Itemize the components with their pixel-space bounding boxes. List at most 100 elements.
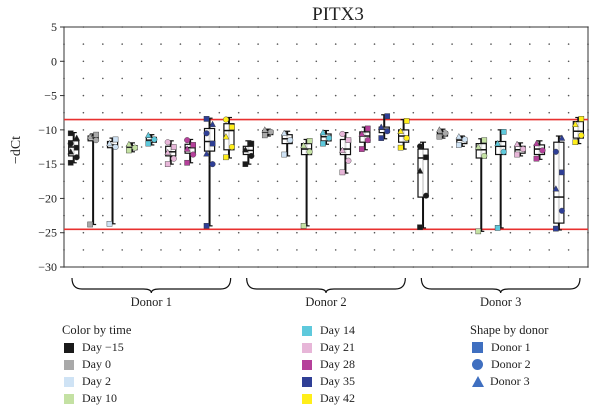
- grid-dot: [276, 146, 279, 148]
- box-iqr: [223, 123, 235, 151]
- data-point: [126, 147, 132, 154]
- data-point: [552, 148, 559, 155]
- grid-dot: [199, 197, 201, 200]
- legend-color-by-time: Color by time Day −15 Day 0 Day 2 Day 10: [62, 322, 131, 407]
- legend-swatch: [302, 376, 312, 387]
- data-point: [500, 129, 507, 135]
- grid-dot: [451, 163, 453, 165]
- grid-dot: [315, 249, 318, 251]
- grid-dot: [567, 129, 570, 131]
- legend-item: Day 10: [62, 390, 131, 407]
- grid-dot: [315, 197, 318, 200]
- grid-dot: [548, 180, 550, 183]
- legend-item-label: Day 2: [82, 374, 111, 388]
- grid-dot: [179, 197, 182, 200]
- data-point: [170, 144, 177, 150]
- grid-dot: [140, 231, 143, 234]
- grid-dot: [160, 180, 162, 183]
- data-point: [300, 223, 307, 229]
- grid-dot: [412, 111, 415, 114]
- data-point: [539, 147, 546, 154]
- grid-dot: [509, 43, 512, 45]
- grid-dot: [218, 197, 221, 200]
- data-point: [514, 151, 520, 158]
- grid-dot: [160, 146, 162, 148]
- legend-swatch: [302, 325, 312, 336]
- grid-dot: [431, 163, 434, 165]
- grid-dot: [529, 163, 531, 165]
- grid-dot: [179, 163, 182, 165]
- grid-dot: [548, 43, 550, 45]
- data-point: [183, 145, 191, 152]
- grid-dot: [393, 146, 395, 148]
- data-point: [377, 123, 385, 130]
- data-point: [164, 161, 171, 167]
- grid-dot: [529, 231, 531, 234]
- box-donor-2-9: [397, 118, 410, 151]
- data-point: [229, 124, 235, 130]
- grid-dot: [218, 214, 221, 217]
- grid-dot: [509, 146, 512, 148]
- grid-dot: [431, 146, 434, 148]
- grid-dot: [451, 180, 453, 183]
- data-point: [106, 139, 113, 147]
- grid-dot: [509, 111, 512, 114]
- grid-dot: [354, 146, 356, 148]
- grid-dot: [296, 94, 298, 97]
- grid-dot: [412, 231, 415, 234]
- grid-dot: [102, 111, 104, 114]
- grid-dot: [237, 146, 240, 148]
- circle-marker-icon: [472, 359, 483, 370]
- grid-dot: [218, 60, 221, 63]
- data-point: [558, 134, 566, 141]
- data-point: [365, 125, 371, 132]
- data-point: [73, 154, 80, 161]
- grid-dot: [529, 197, 531, 200]
- legend-item-label: Donor 2: [491, 357, 531, 371]
- legend-color-title: Color by time: [62, 323, 132, 337]
- data-point: [416, 167, 424, 174]
- grid-dot: [102, 146, 104, 148]
- grid-dot: [218, 231, 221, 234]
- data-point: [106, 220, 113, 227]
- grid-dot: [548, 60, 550, 63]
- grid-dot: [276, 94, 279, 97]
- grid-dot: [102, 197, 104, 200]
- grid-dot: [509, 180, 512, 183]
- grid-dot: [490, 77, 492, 80]
- data-point: [209, 120, 216, 127]
- grid-dot: [470, 214, 473, 217]
- grid-dot: [431, 77, 434, 80]
- data-point: [306, 138, 313, 144]
- data-point: [578, 116, 585, 122]
- grid-dot: [334, 163, 337, 165]
- grid-dot: [296, 163, 298, 165]
- data-point: [125, 140, 133, 147]
- data-point: [164, 139, 171, 146]
- grid-dot: [121, 111, 123, 114]
- box-donor-3-5: [494, 129, 507, 231]
- grid-dot: [354, 214, 356, 217]
- triangle-marker-icon: [472, 376, 484, 387]
- y-tick-label: −30: [38, 260, 57, 274]
- grid-dot: [470, 129, 473, 131]
- grid-dot: [354, 60, 356, 63]
- box-donor-1-3: [106, 136, 119, 227]
- data-point: [533, 155, 540, 162]
- grid-dot: [82, 111, 85, 114]
- grid-dot: [548, 129, 550, 131]
- grid-dot: [296, 43, 298, 45]
- grid-dot: [509, 77, 512, 80]
- grid-dot: [412, 94, 415, 97]
- grid-dot: [102, 129, 104, 131]
- grid-dot: [373, 163, 376, 165]
- data-point: [359, 146, 365, 152]
- grid-dot: [237, 77, 240, 80]
- grid-dot: [451, 197, 453, 200]
- data-point: [326, 135, 333, 142]
- grid-dot: [431, 180, 434, 183]
- data-point: [403, 118, 410, 124]
- grid-dot: [567, 180, 570, 183]
- grid-dot: [470, 111, 473, 114]
